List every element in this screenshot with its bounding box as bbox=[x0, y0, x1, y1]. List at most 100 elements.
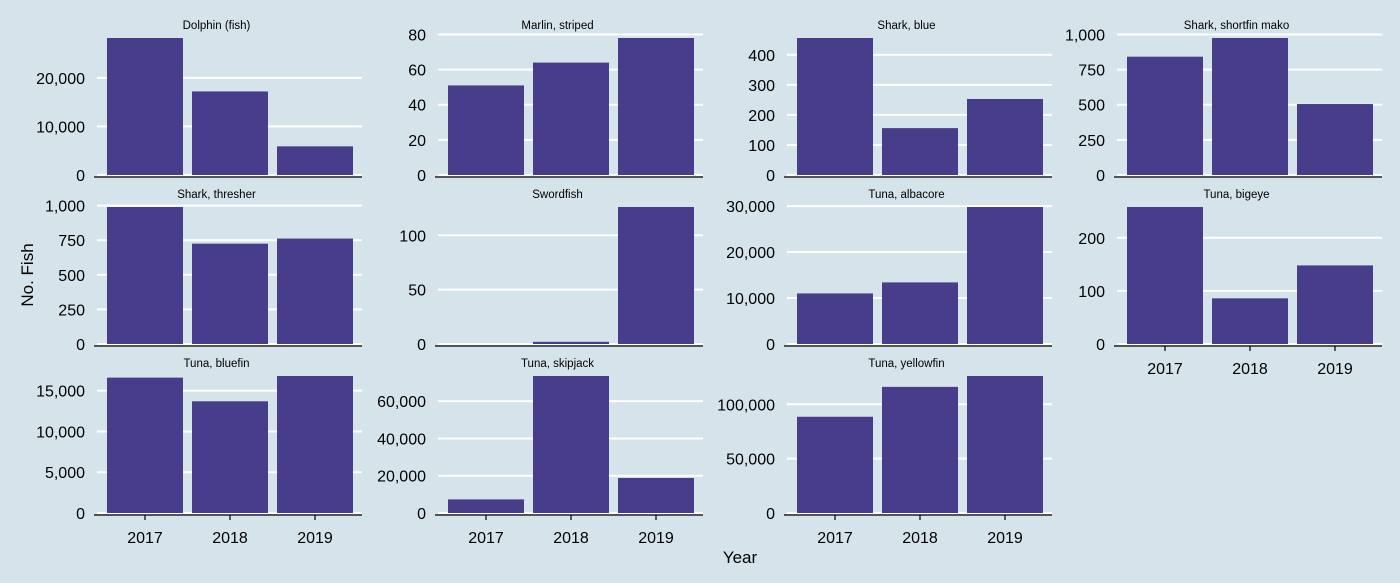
y-tick-label: 750 bbox=[1078, 63, 1105, 80]
x-tick-label: 2017 bbox=[817, 530, 853, 547]
panel-title: Shark, thresher bbox=[177, 189, 256, 201]
y-tick-label: 0 bbox=[76, 168, 85, 185]
y-tick-label: 750 bbox=[58, 233, 85, 250]
y-tick-label: 100 bbox=[1078, 284, 1105, 301]
bar bbox=[882, 282, 958, 344]
y-tick-label: 1,000 bbox=[45, 199, 85, 216]
bar bbox=[107, 207, 183, 344]
y-tick-label: 250 bbox=[58, 302, 85, 319]
bar bbox=[967, 376, 1043, 513]
y-tick-label: 0 bbox=[76, 337, 85, 354]
bar bbox=[797, 38, 873, 175]
x-tick-label: 2018 bbox=[902, 530, 938, 547]
y-tick-label: 30,000 bbox=[726, 199, 775, 216]
bar bbox=[1297, 265, 1373, 344]
panel-title: Swordfish bbox=[532, 189, 583, 201]
panel-11: 0 50,000 100,000 2017 2018 2019 Tuna, yellowfi… bbox=[717, 358, 1052, 547]
panel-title: Marlin, striped bbox=[521, 20, 593, 32]
bar bbox=[618, 477, 694, 513]
bar bbox=[277, 238, 353, 344]
y-tick-label: 40 bbox=[408, 98, 426, 115]
bar bbox=[1297, 104, 1373, 175]
y-tick-label: 200 bbox=[1078, 231, 1105, 248]
panel-7: 0 10,000 20,000 30,000 Tuna, albacore bbox=[726, 189, 1052, 354]
y-tick-label: 20,000 bbox=[726, 245, 775, 262]
bar bbox=[618, 207, 694, 344]
y-tick-label: 60,000 bbox=[377, 394, 426, 411]
x-tick-label: 2019 bbox=[1317, 361, 1353, 378]
bar bbox=[533, 376, 609, 513]
panel-title: Tuna, bluefin bbox=[183, 358, 249, 370]
panel-10: 0 20,000 40,000 60,000 2017 2018 2019 Tuna, ski… bbox=[377, 358, 703, 547]
y-tick-label: 50,000 bbox=[726, 452, 775, 469]
panel-4: 0 250 500 750 1,000 Shark, shortfin mako bbox=[1065, 20, 1382, 185]
bar bbox=[618, 38, 694, 175]
y-tick-label: 80 bbox=[408, 27, 426, 44]
panel-title: Tuna, skipjack bbox=[521, 358, 594, 370]
y-tick-label: 0 bbox=[766, 337, 775, 354]
bar bbox=[533, 341, 609, 344]
x-tick-label: 2017 bbox=[1147, 361, 1183, 378]
bar bbox=[967, 207, 1043, 344]
y-tick-label: 20,000 bbox=[36, 71, 85, 88]
y-tick-label: 10,000 bbox=[726, 291, 775, 308]
y-tick-label: 60 bbox=[408, 63, 426, 80]
bar bbox=[192, 401, 268, 513]
bar bbox=[797, 416, 873, 513]
panel-3: 0 100 200 300 400 Shark, blue bbox=[748, 20, 1052, 185]
bar bbox=[1127, 56, 1203, 176]
bar bbox=[1212, 38, 1288, 175]
y-tick-label: 0 bbox=[417, 337, 426, 354]
x-tick-label: 2017 bbox=[127, 530, 163, 547]
x-tick-label: 2018 bbox=[212, 530, 248, 547]
x-tick-label: 2019 bbox=[297, 530, 333, 547]
panel-9: 0 5,000 10,000 15,000 2017 2018 2019 Tuna, blue… bbox=[36, 358, 362, 547]
x-tick-label: 2018 bbox=[1232, 361, 1268, 378]
y-tick-label: 50 bbox=[408, 283, 426, 300]
bar bbox=[448, 499, 524, 513]
y-tick-label: 200 bbox=[748, 108, 775, 125]
bar bbox=[448, 85, 524, 175]
y-tick-label: 20,000 bbox=[377, 469, 426, 486]
y-tick-label: 0 bbox=[1096, 168, 1105, 185]
bar bbox=[107, 377, 183, 513]
y-tick-label: 0 bbox=[766, 506, 775, 523]
y-tick-label: 1,000 bbox=[1065, 27, 1105, 44]
panel-2: 0 20 40 60 80 Marlin, striped bbox=[408, 20, 703, 185]
y-tick-label: 40,000 bbox=[377, 431, 426, 448]
bar bbox=[192, 91, 268, 175]
bar bbox=[277, 146, 353, 175]
x-tick-label: 2017 bbox=[468, 530, 504, 547]
bar bbox=[192, 243, 268, 344]
y-tick-label: 100 bbox=[748, 138, 775, 155]
bar bbox=[533, 62, 609, 175]
y-tick-label: 0 bbox=[417, 506, 426, 523]
y-tick-label: 250 bbox=[1078, 133, 1105, 150]
panel-8: 0 100 200 2017 2018 2019 Tuna, bigeye bbox=[1078, 189, 1382, 378]
y-tick-label: 500 bbox=[1078, 98, 1105, 115]
y-tick-label: 10,000 bbox=[36, 119, 85, 136]
panel-5: 0 250 500 750 1,000 Shark, thresher bbox=[45, 189, 362, 354]
panel-title: Shark, blue bbox=[877, 20, 935, 32]
panel-title: Shark, shortfin mako bbox=[1184, 20, 1289, 32]
panels-group: 0 10,000 20,000 Dolphin (fish) 0 20 40 60 80 Marl… bbox=[36, 20, 1382, 547]
y-tick-label: 0 bbox=[766, 168, 775, 185]
x-tick-label: 2019 bbox=[638, 530, 674, 547]
bar bbox=[1127, 207, 1203, 344]
y-tick-label: 10,000 bbox=[36, 424, 85, 441]
y-axis-label: No. Fish bbox=[18, 243, 37, 306]
y-tick-label: 15,000 bbox=[36, 384, 85, 401]
y-tick-label: 0 bbox=[76, 506, 85, 523]
x-axis-label: Year bbox=[723, 548, 758, 567]
panel-title: Tuna, bigeye bbox=[1203, 189, 1269, 201]
panel-title: Dolphin (fish) bbox=[183, 20, 251, 32]
bar bbox=[1212, 298, 1288, 344]
y-tick-label: 500 bbox=[58, 268, 85, 285]
y-tick-label: 20 bbox=[408, 133, 426, 150]
panel-title: Tuna, yellowfin bbox=[868, 358, 944, 370]
bar bbox=[277, 376, 353, 513]
y-tick-label: 400 bbox=[748, 48, 775, 65]
x-tick-label: 2018 bbox=[553, 530, 589, 547]
panel-1: 0 10,000 20,000 Dolphin (fish) bbox=[36, 20, 362, 185]
